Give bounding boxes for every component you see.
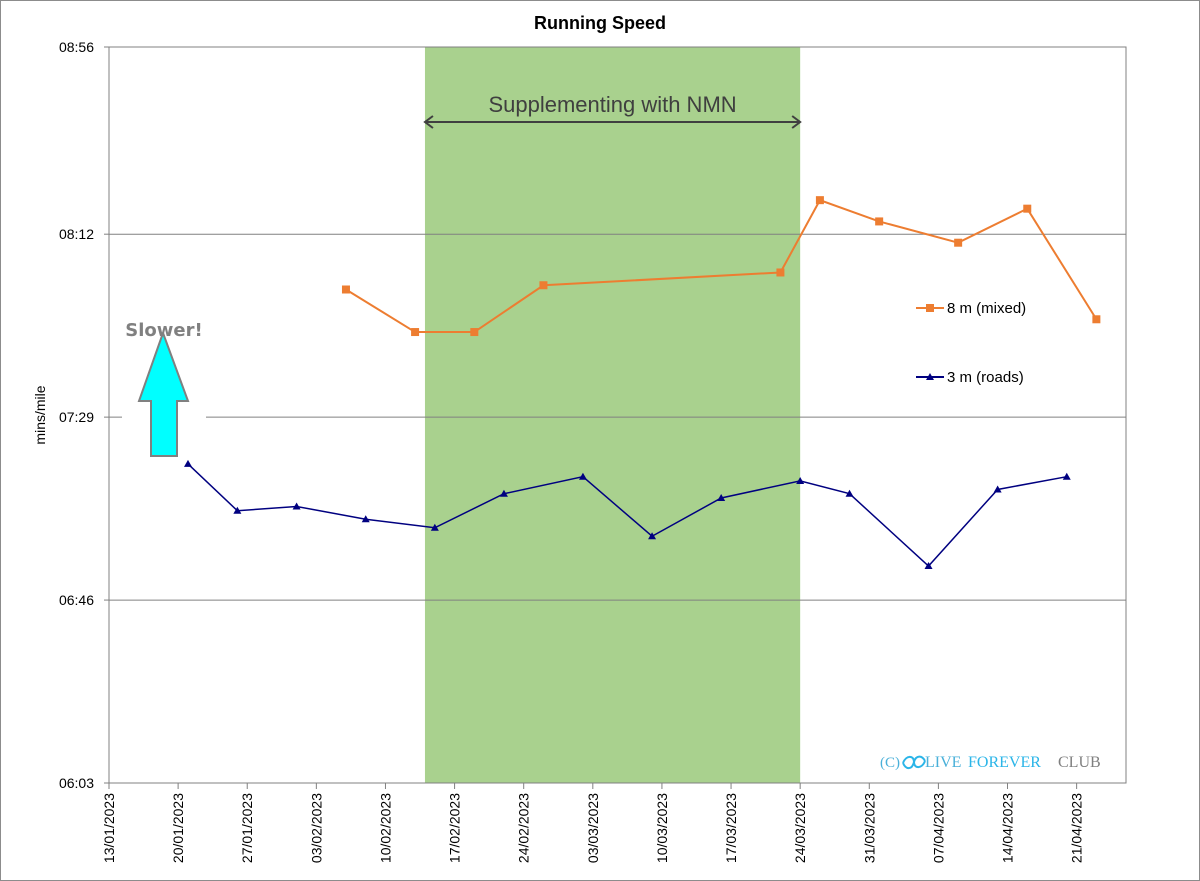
watermark-word-club: CLUB bbox=[1058, 754, 1101, 771]
x-tick-label: 24/03/2023 bbox=[792, 793, 808, 863]
y-tick-label: 08:56 bbox=[59, 39, 94, 55]
shaded-region-label: Supplementing with NMN bbox=[488, 92, 736, 117]
data-point-triangle bbox=[993, 485, 1002, 493]
data-point-triangle bbox=[233, 506, 242, 514]
legend-label: 3 m (roads) bbox=[947, 369, 1024, 386]
data-point-square bbox=[776, 268, 785, 277]
y-tick-label: 06:46 bbox=[59, 592, 94, 608]
chart-title: Running Speed bbox=[534, 13, 666, 33]
arrowhead-left-icon bbox=[423, 115, 434, 129]
y-axis: 06:03 06:46 07:29 08:12 08:56 bbox=[59, 39, 109, 791]
watermark-word-live: LIVE bbox=[925, 754, 961, 771]
data-point-triangle bbox=[845, 489, 854, 497]
x-tick-label: 13/01/2023 bbox=[101, 793, 117, 863]
x-tick-label: 24/02/2023 bbox=[516, 793, 532, 863]
x-tick-label: 17/03/2023 bbox=[723, 793, 739, 863]
x-tick-label: 21/04/2023 bbox=[1069, 793, 1085, 863]
slower-label: Slower! bbox=[125, 320, 202, 341]
up-arrow-icon bbox=[137, 330, 190, 457]
data-point-square bbox=[341, 285, 350, 294]
data-point-square bbox=[1092, 315, 1101, 324]
legend-marker-triangle bbox=[926, 373, 934, 380]
y-tick-label: 06:03 bbox=[59, 775, 94, 791]
shaded-region-annotation: Supplementing with NMN bbox=[423, 92, 802, 129]
legend-marker-square bbox=[926, 304, 934, 312]
data-point-square bbox=[411, 328, 420, 337]
series-line-mixed bbox=[345, 198, 1098, 334]
slower-annotation: Slower! bbox=[122, 320, 206, 457]
data-point-triangle bbox=[361, 515, 370, 523]
plot-border bbox=[108, 46, 1127, 784]
series-group bbox=[183, 196, 1101, 570]
infinity-icon bbox=[902, 755, 926, 770]
x-tick-label: 07/04/2023 bbox=[930, 793, 946, 863]
legend: 8 m (mixed) 3 m (roads) bbox=[916, 300, 1026, 386]
data-point-triangle bbox=[183, 459, 192, 467]
watermark-word-forever: FOREVER bbox=[968, 754, 1041, 771]
watermark: (C) LIVE FOREVER CLUB bbox=[880, 754, 1101, 771]
y-axis-label: mins/mile bbox=[32, 385, 48, 444]
data-point-triangle bbox=[499, 489, 508, 497]
series-line-roads bbox=[187, 463, 1067, 568]
x-tick-label: 31/03/2023 bbox=[861, 793, 877, 863]
data-point-triangle bbox=[1062, 472, 1071, 480]
data-point-square bbox=[539, 281, 548, 290]
y-tick-label: 07:29 bbox=[59, 409, 94, 425]
data-point-triangle bbox=[648, 532, 657, 540]
arrowhead-right-icon bbox=[791, 115, 802, 129]
data-point-triangle bbox=[578, 472, 587, 480]
legend-label: 8 m (mixed) bbox=[947, 300, 1026, 317]
data-point-square bbox=[1023, 204, 1032, 213]
x-tick-label: 03/02/2023 bbox=[308, 793, 324, 863]
y-tick-label: 08:12 bbox=[59, 226, 94, 242]
x-tick-label: 17/02/2023 bbox=[447, 793, 463, 863]
watermark-prefix: (C) bbox=[880, 755, 900, 771]
x-tick-label: 20/01/2023 bbox=[170, 793, 186, 863]
data-point-square bbox=[875, 217, 884, 226]
x-axis: 13/01/2023 20/01/2023 27/01/2023 03/02/2023… bbox=[101, 783, 1085, 863]
data-point-square bbox=[954, 238, 963, 247]
data-point-square bbox=[815, 196, 824, 205]
data-point-triangle bbox=[924, 562, 933, 570]
data-point-square bbox=[470, 328, 479, 337]
x-tick-label: 10/03/2023 bbox=[654, 793, 670, 863]
data-point-triangle bbox=[717, 493, 726, 501]
data-point-triangle bbox=[796, 476, 805, 484]
x-tick-label: 14/04/2023 bbox=[1000, 793, 1016, 863]
x-tick-label: 03/03/2023 bbox=[585, 793, 601, 863]
nmn-shaded-region bbox=[424, 47, 801, 783]
x-tick-label: 10/02/2023 bbox=[377, 793, 393, 863]
data-point-triangle bbox=[430, 523, 439, 531]
data-point-triangle bbox=[292, 502, 301, 510]
x-tick-label: 27/01/2023 bbox=[239, 793, 255, 863]
